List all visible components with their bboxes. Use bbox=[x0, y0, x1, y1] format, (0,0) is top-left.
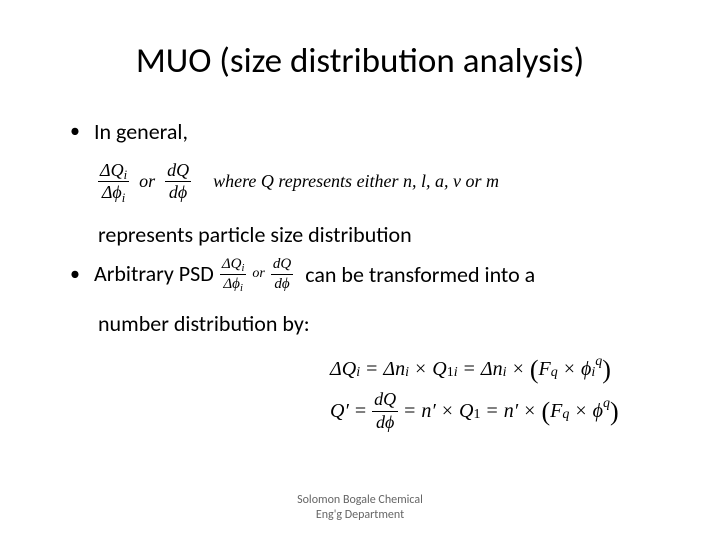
or-text-2: or bbox=[252, 266, 264, 282]
or-text-1: or bbox=[139, 171, 155, 192]
bullet-2: • Arbitrary PSD ΔQi Δϕi or dQ dϕ can be … bbox=[70, 256, 660, 292]
inline-fraction-group: ΔQi Δϕi or dQ dϕ bbox=[220, 256, 293, 292]
bullet-2-text-b: can be transformed into a bbox=[305, 261, 535, 288]
equation-block: ΔQi=Δni×Q1i=Δni×(Fq×ϕiq) Q′= dQ dϕ =n′×Q… bbox=[330, 356, 650, 441]
footer-line-1: Solomon Bogale Chemical bbox=[0, 493, 720, 507]
inline-fraction-1: ΔQi Δϕi bbox=[220, 256, 247, 292]
bullet-dot: • bbox=[70, 118, 80, 144]
eq-line-2: Q′= dQ dϕ =n′×Q1=n′×(Fq×ϕq) bbox=[330, 390, 650, 433]
number-dist-line: number distribution by: bbox=[98, 310, 660, 337]
bullet-1-text: In general, bbox=[94, 118, 188, 147]
bullet-dot-2: • bbox=[70, 261, 80, 287]
equation-row-1: ΔQi Δϕi or dQ dϕ where Q represents eith… bbox=[98, 161, 660, 204]
footer-line-2: Eng'g Department bbox=[0, 508, 720, 522]
bullet-2-text-a: Arbitrary PSD bbox=[94, 260, 214, 289]
fraction-dQ-dphi: dQ dϕ bbox=[165, 161, 191, 204]
slide-title: MUO (size distribution analysis) bbox=[60, 40, 660, 82]
slide-footer: Solomon Bogale Chemical Eng'g Department bbox=[0, 493, 720, 522]
eq-line-1: ΔQi=Δni×Q1i=Δni×(Fq×ϕiq) bbox=[330, 356, 650, 382]
inline-fraction-2: dQ dϕ bbox=[271, 256, 293, 292]
represents-line: represents particle size distribution bbox=[98, 221, 660, 248]
where-text: where Q represents either n, l, a, v or … bbox=[213, 171, 499, 192]
fraction-dQi-dphi: ΔQi Δϕi bbox=[98, 161, 129, 204]
bullet-1: • In general, bbox=[70, 118, 660, 147]
